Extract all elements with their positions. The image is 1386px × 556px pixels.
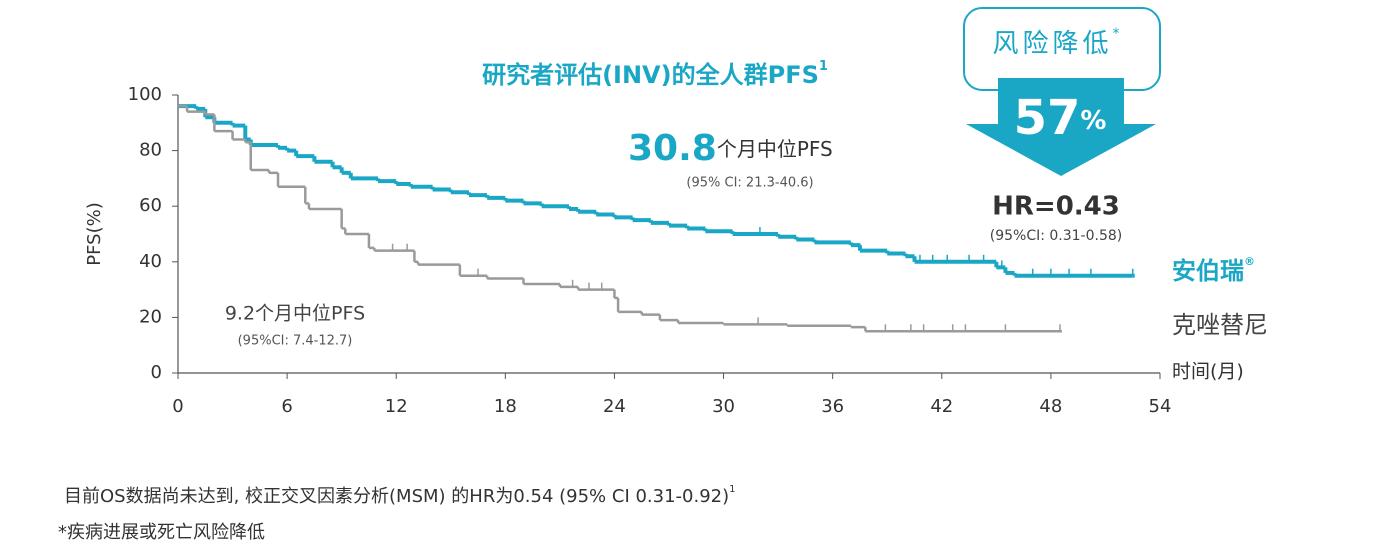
- footnote-sup: 1: [729, 484, 735, 495]
- title-sup: 1: [819, 59, 828, 74]
- median-value: 30.8: [628, 128, 717, 169]
- x-tick-label: 36: [821, 396, 844, 417]
- y-tick-label: 0: [151, 362, 162, 383]
- title-text: 研究者评估(INV)的全人群PFS: [482, 61, 819, 89]
- footnote: 目前OS数据尚未达到, 校正交叉因素分析(MSM) 的HR为0.54 (95% …: [64, 484, 736, 507]
- x-tick-label: 42: [930, 396, 953, 417]
- badge-star: *: [1113, 26, 1124, 42]
- x-tick-label: 48: [1039, 396, 1062, 417]
- y-axis-label: PFS(%): [84, 202, 105, 265]
- badge-title-text: 风险降低: [992, 29, 1112, 59]
- median-text: 个月中位PFS: [717, 137, 833, 161]
- badge-unit: %: [1080, 106, 1106, 136]
- badge-arrow: [966, 78, 1156, 176]
- y-tick-label: 40: [139, 251, 162, 272]
- legend-label: 克唑替尼: [1172, 311, 1268, 339]
- x-tick-label: 0: [172, 396, 183, 417]
- y-tick-label: 80: [139, 140, 162, 161]
- median-label: 9.2个月中位PFS: [225, 303, 365, 325]
- y-tick-label: 100: [128, 84, 162, 105]
- x-axis-label: 时间(月): [1172, 361, 1244, 383]
- median-label: 30.8个月中位PFS: [628, 128, 833, 169]
- x-tick-label: 6: [281, 396, 292, 417]
- median-ci: (95% CI: 21.3-40.6): [686, 176, 813, 191]
- badge-value: 57%: [1014, 90, 1107, 146]
- x-tick-label: 24: [603, 396, 626, 417]
- hr-ci: (95%CI: 0.31-0.58): [990, 228, 1123, 244]
- x-tick-label: 12: [385, 396, 408, 417]
- legend-label: 安伯瑞®: [1172, 255, 1255, 285]
- x-tick-label: 30: [712, 396, 735, 417]
- y-tick-label: 60: [139, 195, 162, 216]
- badge-number: 57: [1014, 90, 1081, 146]
- hr-label: HR=0.43: [992, 192, 1120, 222]
- legend-name: 安伯瑞: [1172, 257, 1244, 285]
- footnote-text: 目前OS数据尚未达到, 校正交叉因素分析(MSM) 的HR为0.54 (95% …: [64, 486, 729, 507]
- footnote: *疾病进展或死亡风险降低: [58, 522, 265, 543]
- chart-title: 研究者评估(INV)的全人群PFS1: [482, 59, 828, 90]
- y-tick-label: 20: [139, 306, 162, 327]
- x-tick-label: 18: [494, 396, 517, 417]
- median-ci: (95%CI: 7.4-12.7): [238, 334, 353, 349]
- badge-title: 风险降低*: [992, 26, 1123, 59]
- x-tick-label: 54: [1149, 396, 1172, 417]
- legend-sup: ®: [1244, 255, 1255, 268]
